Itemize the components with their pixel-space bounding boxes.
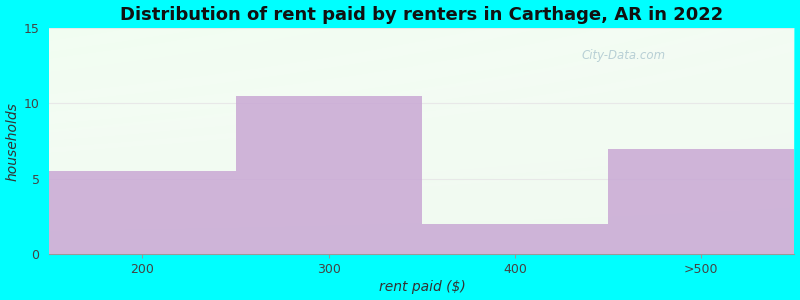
Bar [422, 224, 608, 254]
Title: Distribution of rent paid by renters in Carthage, AR in 2022: Distribution of rent paid by renters in … [120, 6, 723, 24]
X-axis label: rent paid ($): rent paid ($) [378, 280, 466, 294]
Bar [50, 171, 236, 254]
Text: City-Data.com: City-Data.com [581, 49, 665, 62]
Bar [608, 148, 794, 254]
Bar [236, 96, 422, 254]
Y-axis label: households: households [6, 102, 19, 181]
